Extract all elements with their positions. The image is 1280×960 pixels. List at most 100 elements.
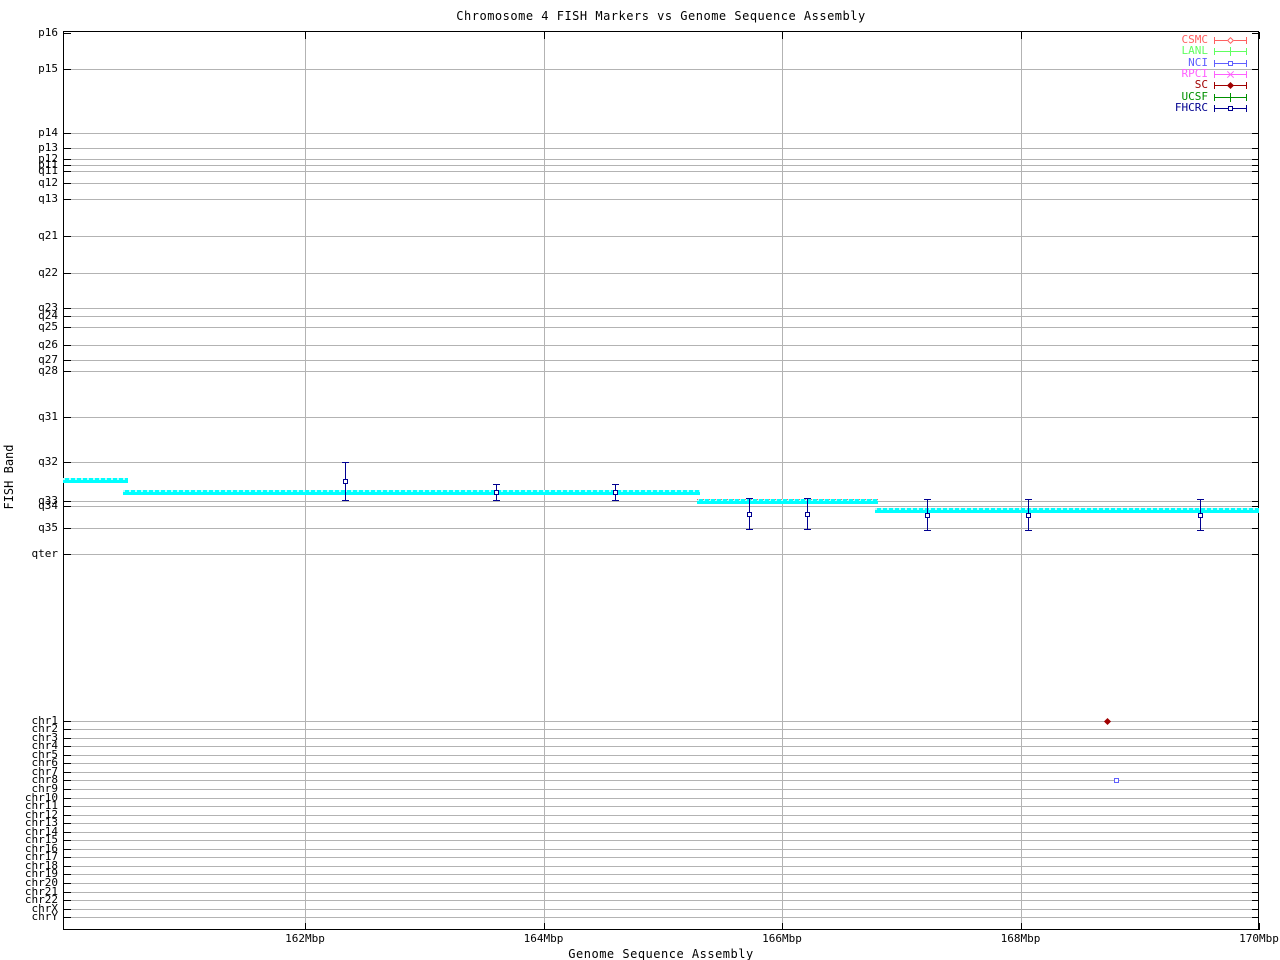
y-tick-left	[64, 797, 71, 799]
y-tick-right	[1252, 840, 1259, 842]
y-tick-right	[1252, 771, 1259, 773]
gridline-y-chr4	[64, 746, 1259, 748]
marker-square	[1198, 513, 1203, 518]
y-tick-right	[1252, 780, 1259, 782]
y-tick-right	[1252, 506, 1259, 507]
marker-square	[494, 490, 499, 495]
y-tick-right	[1252, 883, 1259, 884]
cyan-band-4	[875, 508, 1259, 513]
y-tick-left	[64, 417, 71, 418]
y-tick-left	[64, 874, 71, 876]
legend-label-sc: SC	[1194, 78, 1208, 91]
gridline-y-chr15	[64, 840, 1259, 842]
legend-sample-cap	[1246, 37, 1247, 44]
marker-diamond	[1226, 36, 1235, 45]
y-tick-label-p14: p14	[38, 126, 58, 139]
marker-square	[1026, 513, 1031, 518]
marker-plus	[1230, 93, 1231, 102]
gridline-y-q12	[64, 183, 1259, 184]
legend-sample-cap	[1246, 60, 1247, 67]
y-tick-left	[64, 908, 71, 910]
y-tick-left	[64, 737, 71, 739]
y-tick-right	[1252, 199, 1259, 200]
y-tick-label-q25: q25	[38, 320, 58, 333]
gridline-y-q34	[64, 506, 1259, 507]
gridline-y-q32	[64, 462, 1259, 463]
gridline-y-chr18	[64, 865, 1259, 867]
y-tick-right	[1252, 797, 1259, 799]
y-tick-right	[1252, 814, 1259, 816]
y-tick-right	[1252, 462, 1259, 463]
y-tick-left	[64, 171, 71, 172]
error-bar-cap	[1025, 530, 1032, 531]
y-tick-left	[64, 917, 71, 919]
y-tick-right	[1252, 69, 1259, 70]
error-bar-cap	[493, 500, 500, 501]
marker-square	[1228, 61, 1233, 66]
y-tick-label-chr13: chr13	[24, 816, 58, 830]
legend-sample-cap	[1214, 37, 1215, 44]
y-tick-label-chrX: chrX	[31, 901, 59, 915]
x-tick-label-162Mbp: 162Mbp	[285, 932, 325, 945]
gridline-y-q35	[64, 528, 1259, 529]
y-tick-label-chr11: chr11	[24, 799, 58, 812]
y-tick-right	[1252, 848, 1259, 850]
y-tick-right	[1252, 823, 1259, 825]
y-tick-right	[1252, 417, 1259, 418]
gridline-y-chr6	[64, 763, 1259, 765]
legend-sample-cap	[1246, 71, 1247, 78]
error-bar-cap	[924, 530, 931, 531]
y-tick-label-chr14: chr14	[24, 824, 58, 838]
gridline-y-q27	[64, 360, 1259, 361]
y-tick-label-chr8: chr8	[31, 773, 59, 787]
y-tick-right	[1252, 737, 1259, 739]
y-tick-left	[64, 900, 71, 902]
y-tick-right	[1252, 831, 1259, 833]
y-tick-right	[1252, 148, 1259, 149]
gridline-y-chr5	[64, 754, 1259, 756]
error-bar-cap	[612, 500, 619, 501]
y-tick-label-q24: q24	[38, 309, 58, 322]
y-tick-label-chr17: chr17	[24, 850, 58, 864]
y-tick-label-p12: p12	[38, 152, 58, 165]
gridline-y-p15	[64, 69, 1259, 70]
legend-sample-cap	[1246, 105, 1247, 112]
y-tick-label-chr5: chr5	[31, 747, 59, 761]
y-tick-left	[64, 236, 71, 237]
y-tick-right	[1252, 746, 1259, 748]
y-tick-right	[1252, 183, 1259, 184]
y-tick-right	[1252, 528, 1259, 529]
y-tick-label-q28: q28	[38, 364, 58, 377]
y-tick-right	[1252, 788, 1259, 790]
y-tick-right	[1252, 729, 1259, 730]
y-tick-left	[64, 806, 71, 807]
gridline-x-168Mbp	[1020, 32, 1022, 930]
y-tick-label-chr6: chr6	[31, 756, 59, 770]
y-tick-label-q34: q34	[38, 499, 58, 512]
gridline-y-chr19	[64, 874, 1259, 876]
y-tick-left	[64, 729, 71, 730]
y-tick-right	[1252, 763, 1259, 765]
gridline-y-chr7	[64, 771, 1259, 773]
cyan-band-dash-pattern	[63, 478, 128, 480]
y-tick-label-p16: p16	[38, 26, 58, 39]
y-tick-left	[64, 554, 71, 555]
cyan-band-3	[697, 499, 878, 504]
y-tick-label-chr12: chr12	[24, 807, 58, 821]
gridline-y-qter	[64, 554, 1259, 555]
y-tick-label-chr4: chr4	[31, 739, 59, 753]
y-tick-label-p11: p11	[38, 158, 58, 171]
marker-square	[343, 479, 348, 484]
x-tick-label-168Mbp: 168Mbp	[1000, 932, 1041, 945]
y-tick-left	[64, 857, 71, 859]
error-bar-cap	[804, 498, 811, 499]
marker-square	[925, 513, 930, 518]
error-bar-cap	[1197, 530, 1204, 531]
x-tick-bottom	[782, 923, 783, 930]
y-tick-right	[1252, 308, 1259, 309]
y-tick-label-q22: q22	[38, 266, 58, 279]
gridline-x-164Mbp	[543, 32, 545, 930]
legend-label-lanl: LANL	[1181, 44, 1209, 57]
gridline-x-166Mbp	[782, 32, 783, 930]
